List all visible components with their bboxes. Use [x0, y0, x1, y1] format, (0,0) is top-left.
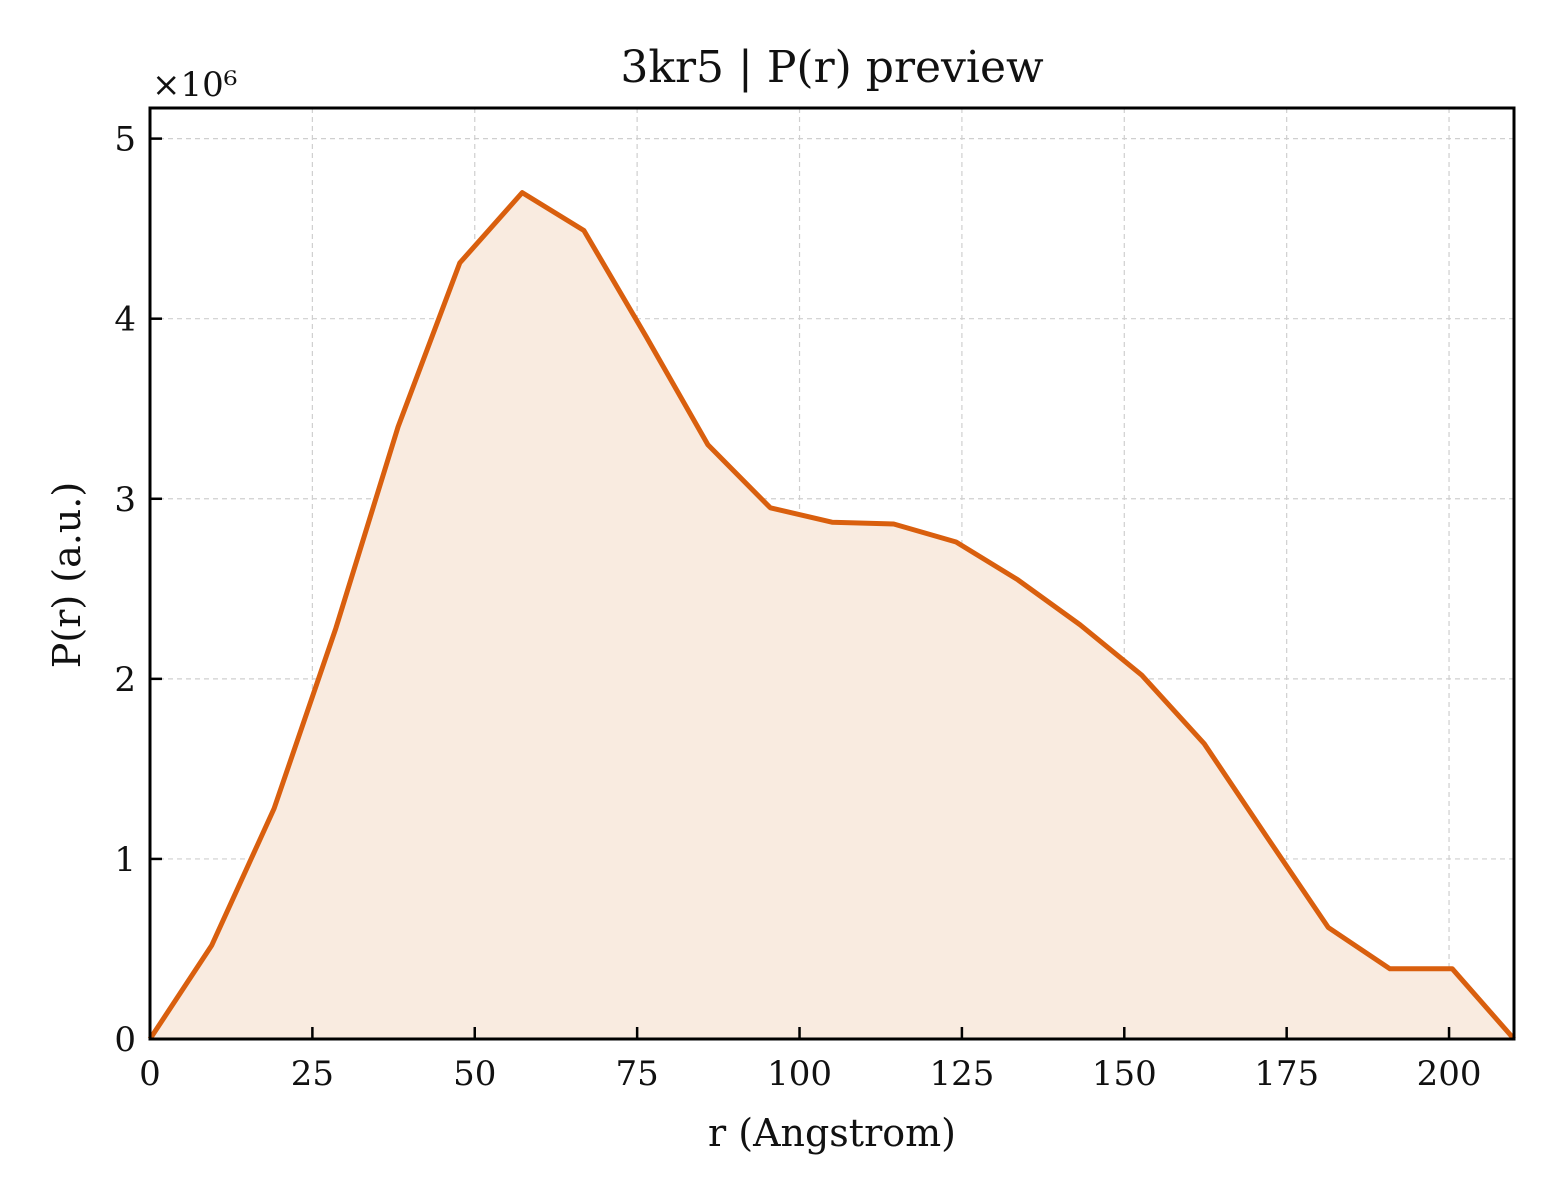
y-tick-label: 5 [114, 120, 136, 160]
plot-frame [148, 106, 1516, 1041]
x-tick-label: 175 [1254, 1054, 1319, 1094]
x-tick-label: 125 [929, 1054, 994, 1094]
y-tick-label: 1 [114, 840, 136, 880]
y-tick-label: 4 [114, 300, 136, 340]
chart-title: 3kr5 | P(r) preview [620, 42, 1044, 93]
x-tick-label: 100 [767, 1054, 832, 1094]
x-tick-label: 0 [139, 1054, 161, 1094]
y-tick-label: 2 [114, 660, 136, 700]
x-tick-label: 25 [291, 1054, 334, 1094]
y-axis-label: P(r) (a.u.) [45, 482, 89, 668]
x-tick-label: 75 [616, 1054, 659, 1094]
y-tick-label: 3 [114, 480, 136, 520]
series-points [149, 192, 1515, 1040]
x-tick-label: 50 [453, 1054, 496, 1094]
x-axis-label: r (Angstrom) [708, 1111, 956, 1155]
y-multiplier-label: ×10⁶ [152, 65, 237, 105]
series-area-fill [150, 192, 1514, 1040]
y-tick-label: 0 [114, 1020, 136, 1060]
x-tick-label: 150 [1092, 1054, 1157, 1094]
x-tick-label: 200 [1417, 1054, 1482, 1094]
